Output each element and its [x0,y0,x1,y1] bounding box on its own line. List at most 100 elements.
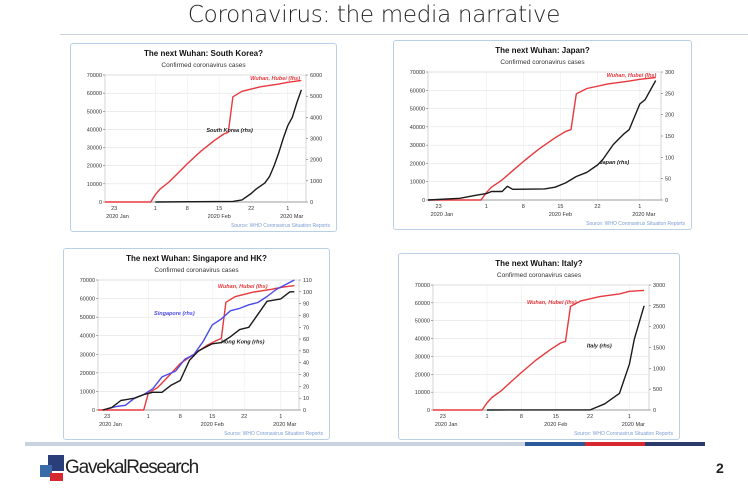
series-label: Wuhan, Hubei (lhs) [607,73,657,79]
footer-bar-blue [525,442,585,446]
chart-japan: The next Wuhan: Japan? Confirmed coronavi… [393,40,692,230]
y-tick-label-right: 20 [303,384,309,390]
chart-source: Source: WHO Coronavirus Situation Report… [231,223,330,229]
x-group-label: 2020 Jan [99,422,122,428]
y-tick-label-right: 100 [303,290,312,296]
series-label: Italy (rhs) [587,344,612,350]
x-tick-label: 22 [594,204,600,210]
y-tick-label-right: 1000 [310,179,322,185]
x-tick-label: 1 [638,204,641,210]
chart-italy: The next Wuhan: Italy? Confirmed coronavi… [398,253,680,440]
y-tick-label-right: 10 [303,396,309,402]
chart-title: The next Wuhan: Singapore and HK? [126,254,267,263]
y-tick-label-left: 40000 [87,127,102,133]
x-tick-label: 22 [241,414,247,420]
slide-title: Coronavirus: the media narrative [187,2,561,28]
title-divider [60,34,748,35]
x-tick-label: 15 [216,206,222,212]
chart-svg: The next Wuhan: Japan? Confirmed coronavi… [410,46,686,227]
y-tick-label-right: 50 [665,177,671,183]
x-group-label: 2020 Mar [273,422,296,428]
y-tick-label-left: 0 [99,200,102,206]
series-label: Japan (rhs) [600,160,630,166]
plot-area [427,71,662,201]
footer-bar-red [585,442,645,446]
chart-singapore-hk: The next Wuhan: Singapore and HK? Confirm… [63,248,330,440]
y-tick-label-left: 10000 [87,182,102,188]
x-tick-label: 1 [147,414,150,420]
x-group-label: 2020 Feb [208,214,231,220]
x-group-label: 2020 Feb [201,422,224,428]
y-tick-label-left: 50000 [87,109,102,115]
y-tick-label-right: 4000 [310,115,322,121]
x-group-label: 2020 Feb [549,212,572,218]
y-tick-label-right: 1000 [653,366,665,372]
x-tick-label: 1 [279,414,282,420]
y-tick-label-left: 40000 [80,334,95,340]
x-tick-label: 8 [186,206,189,212]
series-label: Wuhan, Hubei (lhs) [250,76,300,82]
y-tick-label-right: 3000 [310,137,322,143]
series-line-wuhan-hubei-lhs- [433,289,645,411]
y-tick-label-left: 10000 [410,180,425,186]
x-group-label: 2020 Feb [544,422,567,428]
x-tick-label: 23 [436,204,442,210]
y-tick-label-right: 50 [303,349,309,355]
x-group-label: 2020 Jan [431,212,454,218]
series-line-wuhan-hubei-lhs- [428,76,656,201]
x-tick-label: 8 [522,204,525,210]
x-tick-label: 1 [154,206,157,212]
plot-area [97,279,300,411]
y-tick-label-right: 2000 [310,158,322,164]
y-tick-label-left: 0 [92,408,95,414]
y-tick-label-right: 200 [665,113,674,119]
logo-text: GavekalResearch [65,457,199,478]
y-tick-label-right: 0 [310,200,313,206]
y-tick-label-left: 30000 [415,354,430,360]
chart-south-korea: The next Wuhan: South Korea? Confirmed co… [70,43,337,232]
x-tick-label: 15 [553,414,559,420]
y-tick-label-right: 0 [665,198,668,204]
chart-title: The next Wuhan: South Korea? [144,49,263,58]
y-tick-label-right: 6000 [310,73,322,79]
y-tick-label-left: 50000 [415,319,430,325]
logo-square-navy [48,455,64,471]
x-tick-label: 1 [485,204,488,210]
chart-svg: The next Wuhan: South Korea? Confirmed co… [87,49,331,229]
y-tick-label-left: 50000 [410,107,425,113]
chart-title: The next Wuhan: Japan? [495,46,590,55]
y-tick-label-right: 2000 [653,325,665,331]
x-tick-label: 8 [179,414,182,420]
y-tick-label-right: 150 [665,134,674,140]
x-tick-label: 15 [557,204,563,210]
x-tick-label: 23 [104,414,110,420]
y-tick-label-right: 40 [303,361,309,367]
x-group-label: 2020 Mar [280,214,303,220]
y-tick-label-left: 60000 [415,301,430,307]
footer-bar-navy [645,442,705,446]
x-tick-label: 1 [628,414,631,420]
y-tick-label-left: 70000 [410,70,425,76]
footer-color-bar [25,442,705,446]
y-tick-label-right: 60 [303,337,309,343]
y-tick-label-left: 20000 [80,371,95,377]
y-tick-label-left: 60000 [80,297,95,303]
chart-subtitle: Confirmed coronavirus cases [497,272,582,279]
y-tick-label-left: 70000 [80,278,95,284]
y-tick-label-right: 5000 [310,94,322,100]
y-tick-label-right: 80 [303,313,309,319]
series-line-japan-rhs- [427,80,657,201]
y-tick-label-left: 40000 [410,125,425,131]
x-tick-label: 1 [286,206,289,212]
y-tick-label-right: 30 [303,373,309,379]
series-label: South Korea (rhs) [206,128,253,134]
footer-bar-grey [25,442,525,446]
series-line-wuhan-hubei-lhs- [105,79,302,203]
chart-svg: The next Wuhan: Singapore and HK? Confirm… [80,254,324,437]
y-tick-label-right: 3000 [653,283,665,289]
x-group-label: 2020 Jan [435,422,458,428]
x-tick-label: 22 [587,414,593,420]
y-tick-label-right: 250 [665,91,674,97]
x-tick-label: 22 [248,206,254,212]
y-tick-label-left: 70000 [87,73,102,79]
